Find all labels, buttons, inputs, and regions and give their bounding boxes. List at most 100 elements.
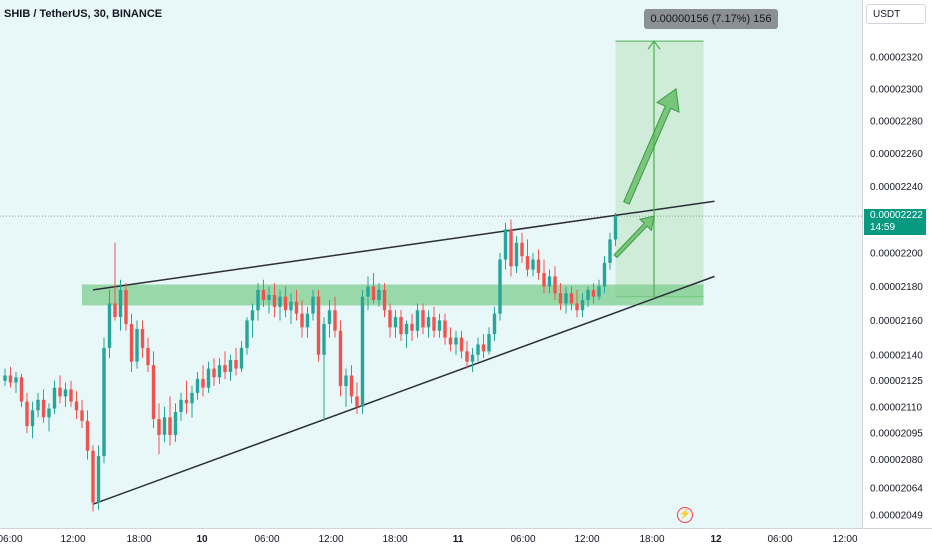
x-tick-label: 12 [710,534,722,545]
candle-body [558,293,563,304]
price-axis-labels: 0.00002320 0.00002300 0.00002280 0.00002260… [870,53,923,522]
candle-body [421,310,425,328]
candle-body [234,359,238,369]
candle-body [190,392,194,404]
y-tick-label: 0.00002200 [870,248,923,259]
candle-body [179,399,183,413]
candle-body [146,347,150,366]
candle-body [426,317,431,328]
candle-body [547,276,552,287]
candle-body [602,262,607,287]
candle-body [124,289,128,324]
projection-arrow-shape [613,215,655,259]
y-tick-label: 0.00002240 [870,182,923,193]
candle-body [151,365,156,420]
y-tick-label: 0.00002320 [870,53,923,64]
candle-body [525,256,530,270]
candle-body [184,399,189,404]
candle-body [168,417,172,435]
x-tick-label: 12:00 [60,534,85,545]
candle-body [305,313,310,328]
time-axis-labels: 06:00 12:00 18:00 10 06:00 12:00 18:00 11 06:00 1… [0,534,858,545]
candle-body [476,344,480,355]
candle-body [47,408,51,418]
candle-body [569,293,574,304]
lower-trendline [92,275,715,505]
candle-body [261,289,266,301]
candle-body [432,317,436,331]
candle-body [333,310,337,331]
candle-body [349,375,354,397]
last-price-value: 0.00002222 [870,210,923,221]
candle-body [74,401,79,411]
candle-body [289,301,293,311]
candle-body [113,303,117,318]
candle-body [382,289,387,311]
last-price-countdown: 14:59 [870,222,896,233]
candle-body [140,329,145,348]
candle-body [91,450,95,503]
target-box [615,41,704,297]
support-zone [82,284,704,306]
candle-body [586,289,590,301]
candle-body [223,365,227,373]
candle-body [360,296,365,407]
y-tick-label: 0.00002280 [870,117,923,128]
candle-body [311,296,315,314]
candle-body [212,368,216,378]
candle-body [41,399,46,418]
candle-body [239,347,244,369]
x-tick-label: 06:00 [0,534,23,545]
lightning-icon[interactable]: ⚡ [677,507,693,523]
price-scale[interactable] [862,0,932,528]
candle-body [36,399,40,411]
candle-body [338,330,343,386]
candle-body [14,377,18,383]
candle-body [107,303,112,348]
x-tick-label: 12:00 [832,534,857,545]
candle-body [498,259,502,314]
candle-body [157,419,161,435]
plot-area[interactable] [0,0,862,528]
x-tick-label: 18:00 [126,534,151,545]
projection-arrow [623,88,680,205]
y-tick-label: 0.00002160 [870,316,923,327]
candle-body [129,323,134,362]
candle-body [19,377,24,402]
candlestick-chart[interactable] [0,0,862,528]
candle-body [267,294,271,301]
candle-body [531,259,535,270]
candle-body [201,378,205,388]
candle-body [195,378,200,393]
candle-body [272,294,277,307]
candle-body [245,320,249,348]
candle-body [443,320,447,338]
currency-button[interactable]: USDT [866,4,926,24]
x-tick-label: 06:00 [767,534,792,545]
x-tick-label: 12:00 [318,534,343,545]
candle-body [536,259,541,273]
time-scale[interactable] [0,528,932,550]
y-tick-label: 0.00002125 [870,376,923,387]
candle-body [399,317,403,335]
candle-body [492,313,497,335]
candle-body [69,389,73,402]
x-tick-label: 06:00 [254,534,279,545]
candle-body [283,296,288,311]
y-tick-label: 0.00002260 [870,149,923,160]
candle-body [410,323,414,331]
candle-body [608,239,612,263]
candle-body [404,323,409,335]
candle-body [294,301,299,314]
candle-body [327,310,332,324]
candle-body [470,354,475,362]
x-tick-label: 11 [453,534,464,545]
candle-body [217,365,222,378]
candle-body [173,412,178,435]
candle-body [377,289,381,301]
candle-body [366,286,370,297]
candle-body [514,242,519,267]
candle-body [256,289,260,311]
x-tick-label: 10 [196,534,208,545]
